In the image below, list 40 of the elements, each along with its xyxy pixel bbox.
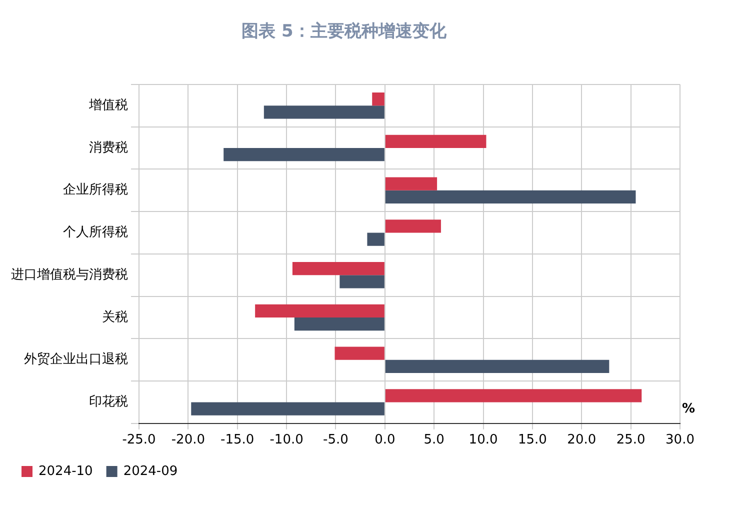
- bar: [385, 190, 636, 204]
- bar: [385, 389, 642, 402]
- y-tick-label: 企业所得税: [63, 182, 128, 198]
- bar: [191, 402, 384, 416]
- y-tick-label: 进口增值税与消费税: [11, 267, 128, 282]
- y-tick-label: 个人所得税: [63, 225, 128, 240]
- bar: [385, 360, 610, 373]
- bar: [340, 275, 384, 288]
- x-axis-title: %: [682, 401, 696, 416]
- bar: [255, 304, 384, 318]
- y-tick-label: 消费税: [89, 140, 128, 156]
- bar: [334, 346, 384, 360]
- bar: [385, 177, 438, 190]
- legend-label: 2024-09: [123, 464, 178, 479]
- x-tick-label: -20.0: [171, 432, 205, 448]
- y-tick-label: 印花税: [89, 394, 128, 410]
- y-tick-label: 增值税: [88, 98, 128, 113]
- x-tick-label: 5.0: [424, 432, 444, 448]
- bar: [385, 220, 441, 233]
- bar: [224, 148, 384, 162]
- bar: [367, 232, 384, 246]
- x-tick-label: 25.0: [616, 432, 646, 448]
- x-tick-label: 15.0: [518, 432, 547, 448]
- chart-title: 图表 5：主要税种增速变化: [242, 22, 448, 42]
- x-tick-label: -15.0: [220, 432, 254, 448]
- x-tick-label: 10.0: [468, 432, 498, 448]
- y-tick-label: 关税: [102, 310, 128, 325]
- y-tick-label: 外贸企业出口退税: [24, 352, 128, 368]
- x-tick-label: 0.0: [374, 432, 396, 448]
- x-tick-label: -25.0: [122, 432, 156, 448]
- bar: [264, 106, 384, 119]
- bar: [294, 317, 384, 331]
- bar: [372, 92, 384, 106]
- bar: [292, 262, 384, 276]
- x-tick-label: 20.0: [567, 432, 596, 448]
- x-tick-label: -10.0: [270, 432, 304, 448]
- bar: [385, 134, 486, 148]
- x-tick-label: -5.0: [323, 432, 348, 448]
- x-tick-label: 30.0: [666, 432, 694, 448]
- legend-label: 2024-10: [38, 464, 93, 479]
